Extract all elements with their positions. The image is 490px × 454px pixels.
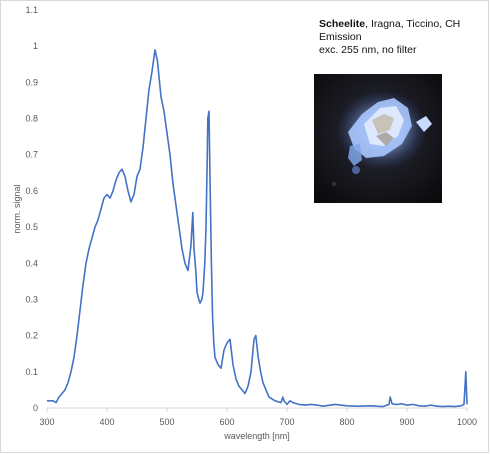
y-tick-label: 0.1 — [25, 367, 38, 377]
y-axis-title: norm. signal — [12, 184, 22, 233]
mineral-name: Scheelite — [319, 18, 366, 30]
y-tick-label: 0.6 — [25, 186, 38, 196]
x-tick-labels: 300 400 500 600 700 800 900 1000 — [39, 417, 477, 427]
y-tick-label: 0.7 — [25, 150, 38, 160]
x-tick-label: 800 — [339, 417, 354, 427]
y-tick-label: 0.5 — [25, 222, 38, 232]
y-tick-label: 0.9 — [25, 77, 38, 87]
sample-caption: Scheelite, Iragna, Ticcino, CH Emission … — [319, 18, 489, 57]
x-tick-label: 900 — [399, 417, 414, 427]
y-tick-label: 0 — [33, 403, 38, 413]
caption-line-3: exc. 255 nm, no filter — [319, 44, 417, 56]
y-tick-label: 0.2 — [25, 331, 38, 341]
x-tick-label: 700 — [279, 417, 294, 427]
y-tick-label: 1.1 — [25, 5, 38, 15]
caption-line-2: Emission — [319, 31, 362, 43]
y-tick-label: 0.3 — [25, 294, 38, 304]
y-tick-label: 1 — [33, 41, 38, 51]
series-line — [47, 49, 468, 408]
caption-line-1: Scheelite, Iragna, Ticcino, CH — [319, 18, 489, 31]
x-axis-title: wavelength [nm] — [223, 431, 290, 441]
locality: , Iragna, Ticcino, CH — [365, 18, 461, 30]
x-tick-label: 300 — [39, 417, 54, 427]
mineral-photo — [314, 74, 442, 203]
y-tick-labels: 0 0.1 0.2 0.3 0.4 0.5 0.6 0.7 0.8 0.9 1 1.1 — [25, 5, 38, 413]
y-tick-label: 0.4 — [25, 258, 38, 268]
x-tick-label: 400 — [99, 417, 114, 427]
x-tick-label: 600 — [219, 417, 234, 427]
x-tick-label: 500 — [159, 417, 174, 427]
x-tick-marks — [46, 408, 468, 412]
y-tick-label: 0.8 — [25, 114, 38, 124]
x-tick-label: 1000 — [457, 417, 477, 427]
